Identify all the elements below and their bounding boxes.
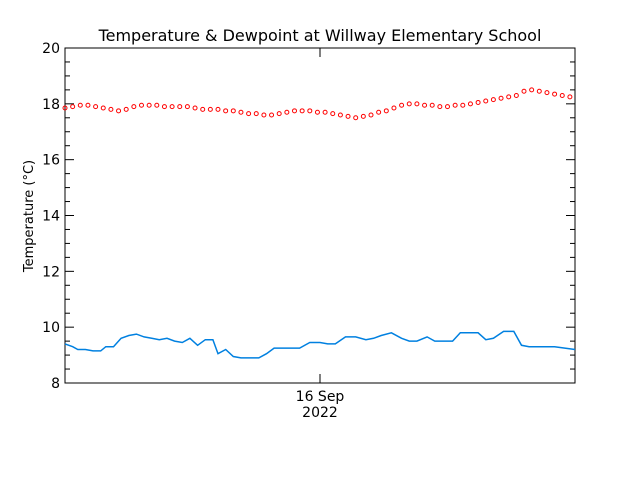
y-tick-label: 14 xyxy=(42,209,60,225)
temperature-point xyxy=(223,108,229,114)
y-tick-label: 8 xyxy=(51,376,60,392)
temperature-point xyxy=(292,108,297,114)
temperature-point xyxy=(506,94,512,100)
temperature-point xyxy=(391,105,397,111)
y-tick-label: 10 xyxy=(42,320,60,336)
temperature-point xyxy=(93,104,99,110)
dewpoint-line xyxy=(64,330,576,359)
chart-title: Temperature & Dewpoint at Willway Elemen… xyxy=(98,26,542,45)
temperature-point xyxy=(376,109,382,115)
temperature-point xyxy=(429,102,435,108)
temperature-point xyxy=(215,106,221,112)
x-tick-label-date: 16 Sep xyxy=(296,389,345,405)
temperature-point xyxy=(544,90,550,96)
temperature-point xyxy=(108,106,114,112)
temperature-point xyxy=(85,102,91,108)
y-tick-label: 20 xyxy=(42,41,60,57)
temperature-point xyxy=(253,111,259,117)
temperature-point xyxy=(238,109,244,115)
temperature-point xyxy=(276,111,282,117)
temperature-point xyxy=(552,91,558,97)
temperature-point xyxy=(299,108,305,114)
temperature-point xyxy=(330,111,336,117)
temperature-point xyxy=(353,115,359,121)
temperature-point xyxy=(467,101,473,107)
temperature-point xyxy=(490,97,496,103)
temperature-point xyxy=(437,104,443,110)
y-tick-label: 12 xyxy=(42,264,60,280)
temperature-point xyxy=(360,113,366,119)
temperature-point xyxy=(70,104,76,110)
temperature-point xyxy=(452,102,458,108)
series-layer xyxy=(62,87,576,359)
temperature-point xyxy=(460,102,466,108)
temperature-point xyxy=(100,105,106,111)
temperature-point xyxy=(177,104,183,110)
temperature-point xyxy=(567,94,573,100)
x-tick-label-year: 2022 xyxy=(302,405,338,421)
temperature-point xyxy=(169,104,175,110)
temperature-point xyxy=(62,105,68,111)
temperature-point xyxy=(184,104,190,110)
temperature-point xyxy=(422,102,428,108)
temperature-point xyxy=(368,112,374,118)
temperature-point xyxy=(230,108,236,114)
temperature-point xyxy=(314,109,320,115)
temperature-point xyxy=(475,99,481,105)
temperature-point xyxy=(139,102,144,108)
temperature-point xyxy=(345,113,351,119)
temperature-point xyxy=(123,106,129,112)
temperature-point xyxy=(192,105,198,111)
y-tick-label: 18 xyxy=(42,97,60,113)
temperature-point xyxy=(521,88,527,94)
temperature-point xyxy=(529,87,535,93)
temperature-point xyxy=(559,92,565,98)
temperature-point xyxy=(131,104,137,110)
temperature-point xyxy=(383,108,389,114)
temperature-point xyxy=(77,102,83,108)
plot-frame xyxy=(64,47,576,384)
temperature-point xyxy=(154,102,160,108)
axis-ticks xyxy=(65,47,575,384)
temperature-point xyxy=(322,109,328,115)
temperature-point xyxy=(536,88,542,94)
y-tick-labels: 8 10 12 14 16 18 20 xyxy=(42,41,60,392)
temperature-point xyxy=(161,104,167,110)
y-tick-label: 16 xyxy=(42,153,60,169)
temperature-point xyxy=(406,101,412,107)
temperature-point xyxy=(483,98,489,104)
temperature-point xyxy=(337,112,343,118)
y-axis-label: Temperature (°C) xyxy=(22,160,37,273)
temperature-point xyxy=(399,102,405,108)
temperature-point xyxy=(146,102,152,108)
temperature-point xyxy=(445,104,450,110)
temperature-point xyxy=(207,106,213,112)
temperature-point xyxy=(246,111,252,117)
temperature-point xyxy=(261,112,267,118)
temperature-point xyxy=(414,101,420,107)
temperature-point xyxy=(284,109,290,115)
temperature-point xyxy=(513,92,519,98)
temperature-point xyxy=(498,95,504,101)
temperature-point xyxy=(269,112,275,118)
temperature-point xyxy=(116,108,122,114)
temperature-point xyxy=(200,106,206,112)
temperature-point xyxy=(307,108,313,114)
